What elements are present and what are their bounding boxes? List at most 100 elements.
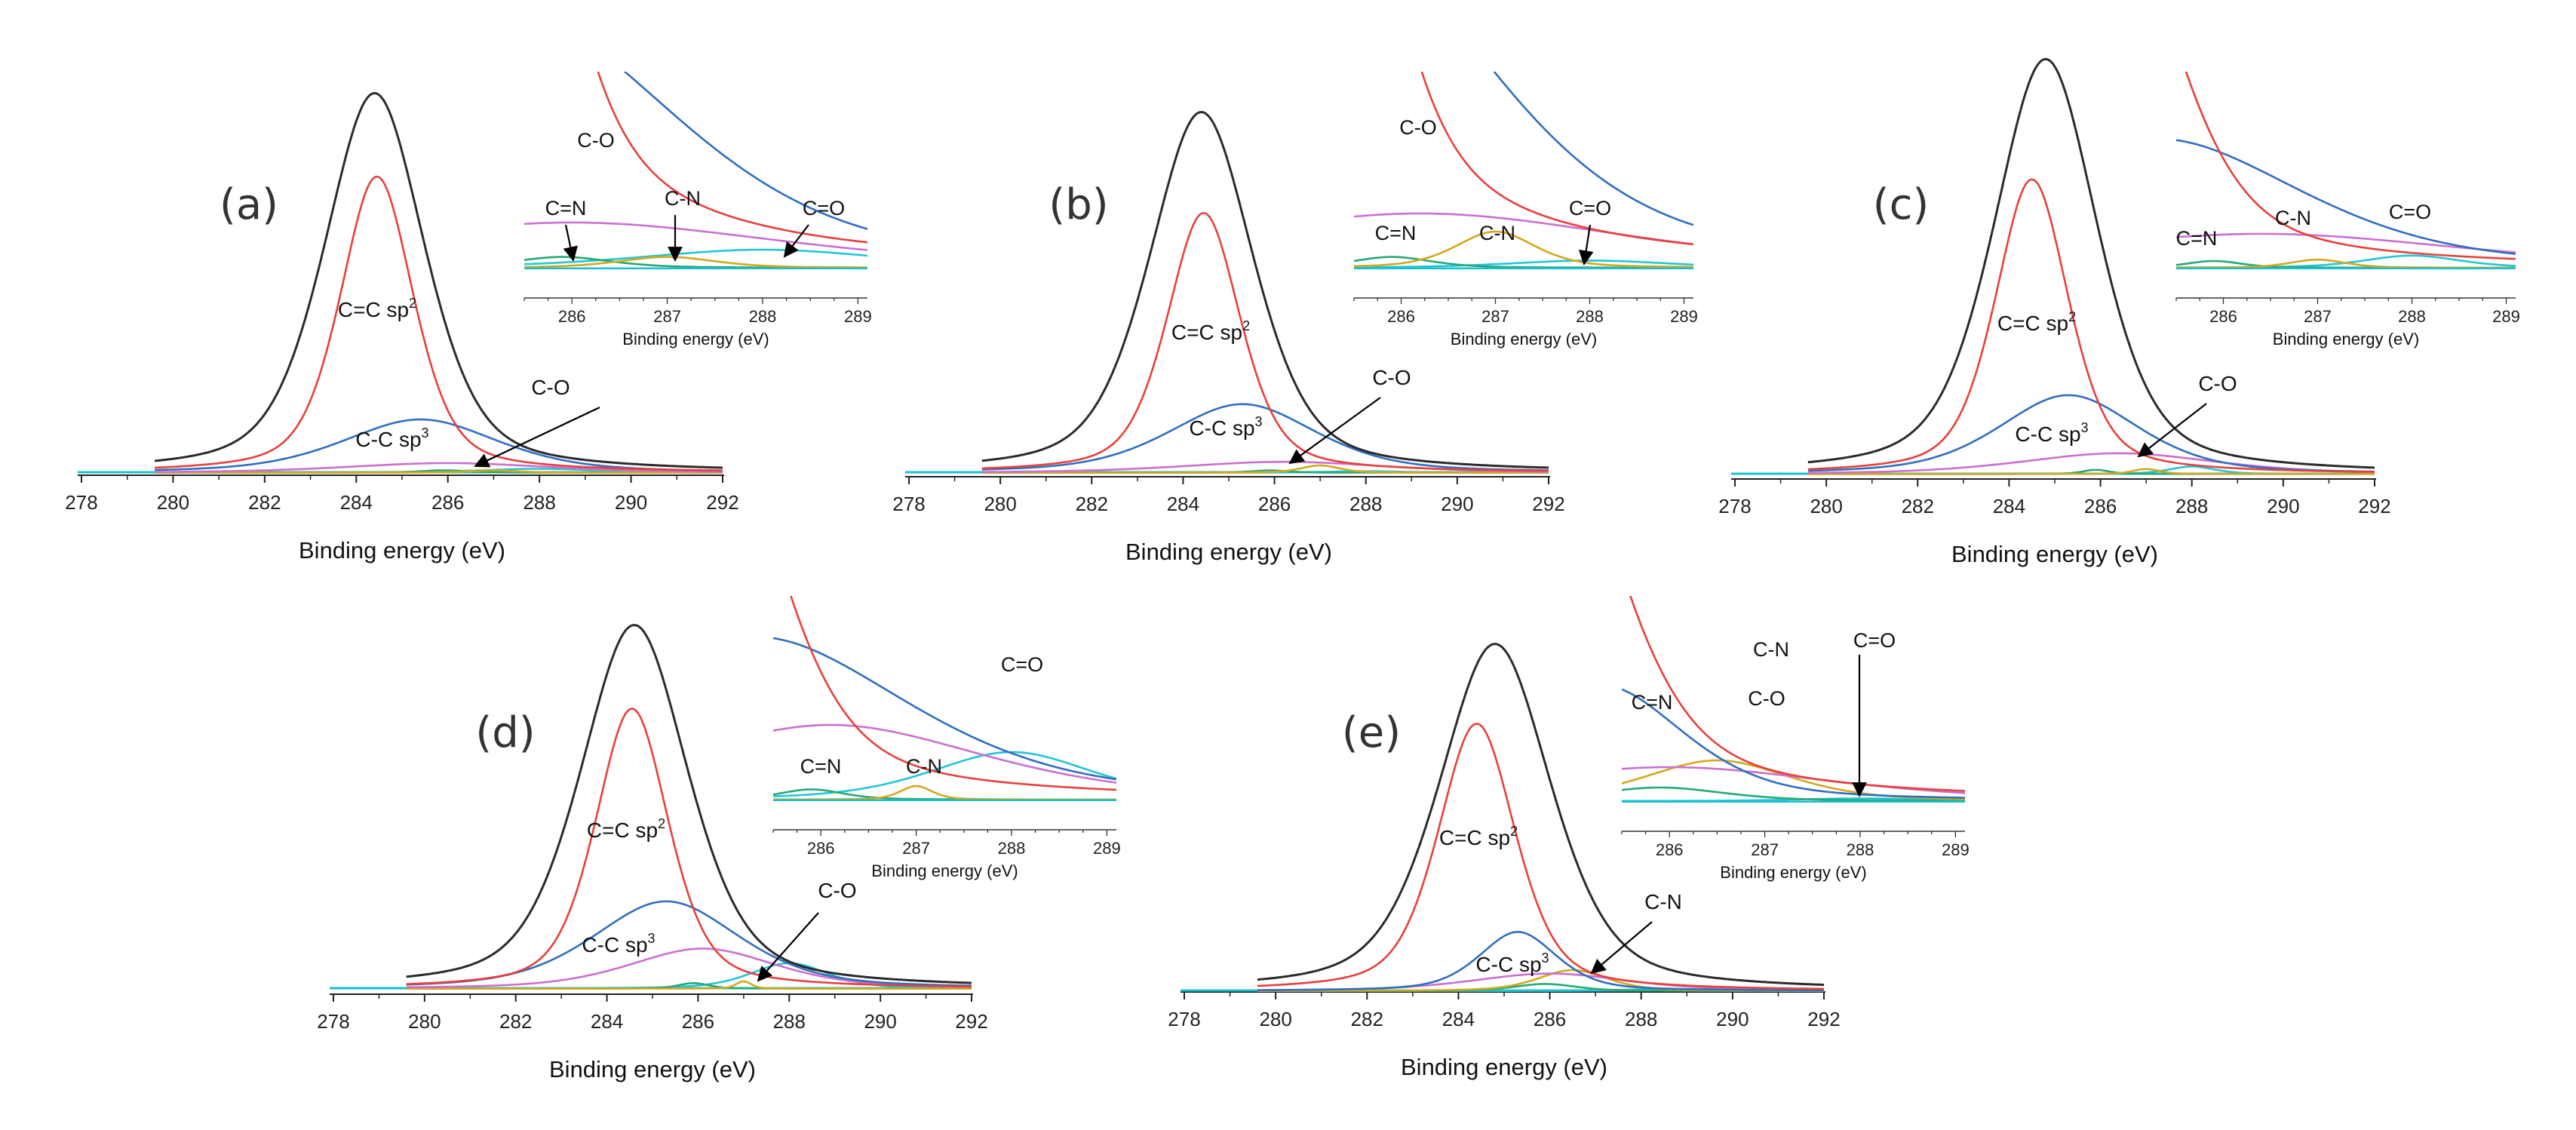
inset-tick-label: 288 bbox=[998, 839, 1026, 858]
csp3-label: C-C sp3 bbox=[1189, 414, 1262, 440]
x-tick-label: 288 bbox=[2175, 495, 2208, 517]
series-line-csp2 bbox=[1807, 178, 2375, 473]
inset-label-cdn: C=N bbox=[2176, 227, 2218, 250]
inset-tick-label: 286 bbox=[558, 307, 586, 326]
inset-tick-label: 287 bbox=[1481, 307, 1509, 326]
x-tick-label: 288 bbox=[773, 1010, 806, 1033]
inset-tick-label: 289 bbox=[844, 307, 872, 326]
inset-label-cn: C-N bbox=[2275, 207, 2311, 229]
chart-panel-a: 278 280 282 284 286 288 290 292 Binding energy (… bbox=[65, 72, 872, 563]
inset-arrow bbox=[563, 224, 578, 262]
inset-series-csp3 bbox=[2176, 139, 2516, 255]
x-tick-label: 280 bbox=[408, 1010, 441, 1033]
csp2-sup: 2 bbox=[1510, 824, 1518, 839]
x-tick-label: 286 bbox=[2084, 495, 2117, 517]
series-line-total bbox=[1807, 57, 2375, 469]
cn-callout-arrow bbox=[1590, 921, 1653, 975]
inset-tick-label: 286 bbox=[807, 839, 835, 858]
inset-label-cdo: C=O bbox=[2389, 201, 2431, 223]
co-callout-label: C-O bbox=[818, 879, 856, 902]
inset-series-co bbox=[2176, 232, 2516, 253]
csp2-label: C=C sp2 bbox=[338, 296, 416, 321]
inset-series-csp3 bbox=[1493, 72, 1693, 226]
inset-series-cdo bbox=[773, 751, 1116, 797]
csp3-label: C-C sp3 bbox=[1475, 950, 1549, 976]
x-tick-label: 290 bbox=[864, 1010, 896, 1033]
inset-b: 286 287 288 289 Binding energy (eV) C-O C=N C-N… bbox=[1353, 72, 1698, 349]
chart-panel-c: 278 280 282 284 286 288 290 292 Binding energy (… bbox=[1718, 57, 2520, 567]
inset-curves bbox=[2176, 72, 2516, 269]
csp2-label: C=C sp2 bbox=[587, 816, 665, 842]
x-tick-label: 278 bbox=[892, 493, 925, 515]
x-tick-label: 290 bbox=[615, 491, 647, 514]
inset-tick-label: 286 bbox=[1656, 840, 1684, 859]
inset-series-csp3 bbox=[1622, 688, 1965, 799]
inset-a: 286 287 288 289 Binding energy (eV) C-O C=N C-N… bbox=[523, 72, 872, 349]
csp2-label: C=C sp2 bbox=[1171, 318, 1250, 344]
x-tick-label: 280 bbox=[1810, 495, 1842, 517]
chart-panel-b: 278 280 282 284 286 288 290 292 Binding energy (… bbox=[892, 72, 1698, 565]
inset-tick-label: 289 bbox=[1670, 307, 1698, 326]
inset-arrow bbox=[1578, 224, 1594, 266]
series-line-csp2 bbox=[406, 708, 972, 988]
series-line-cn bbox=[155, 469, 723, 474]
csp3-label: C-C sp3 bbox=[2015, 420, 2088, 446]
inset-label-co: C-O bbox=[1399, 116, 1437, 139]
inset-label-cdo: C=O bbox=[1569, 197, 1611, 220]
inset-label-cdn: C=N bbox=[800, 755, 842, 778]
csp2-label: C=C sp2 bbox=[1439, 824, 1518, 849]
panel-label: (a) bbox=[220, 180, 278, 229]
x-tick-label: 292 bbox=[2358, 495, 2390, 517]
cn-callout-label: C-N bbox=[1644, 890, 1682, 914]
inset-label-cdn: C=N bbox=[545, 197, 587, 220]
x-tick-label: 284 bbox=[340, 491, 373, 514]
inset-curves bbox=[1354, 72, 1693, 269]
inset-tick-label: 289 bbox=[1942, 840, 1970, 859]
panel-label: (d) bbox=[475, 708, 535, 757]
inset-arrow bbox=[783, 224, 809, 258]
x-tick-label: 278 bbox=[1168, 1008, 1200, 1030]
csp2-sup: 2 bbox=[2068, 309, 2076, 324]
series-line-co bbox=[155, 462, 723, 473]
x-tick-label: 288 bbox=[1625, 1008, 1657, 1030]
csp3-sup: 3 bbox=[1255, 414, 1263, 429]
x-tick-label: 286 bbox=[1534, 1008, 1566, 1030]
series-line-total bbox=[406, 624, 972, 984]
panel-label: (b) bbox=[1049, 180, 1108, 229]
inset-series-csp2 bbox=[1629, 596, 1965, 792]
series-line-co bbox=[406, 947, 972, 988]
inset-series-csp2 bbox=[790, 596, 1116, 791]
inset-x-label: Binding energy (eV) bbox=[871, 861, 1018, 880]
x-tick-label: 282 bbox=[1351, 1008, 1383, 1030]
chart-panel-d: 278 280 282 284 286 288 290 292 Binding energy (… bbox=[317, 596, 1121, 1082]
inset-series-co bbox=[773, 723, 1116, 784]
inset-curves bbox=[773, 596, 1116, 801]
csp2-label: C=C sp2 bbox=[1997, 309, 2076, 335]
x-tick-label: 278 bbox=[317, 1010, 349, 1033]
x-tick-label: 282 bbox=[1902, 495, 1934, 517]
x-tick-label: 282 bbox=[1076, 493, 1108, 515]
x-axis-label: Binding energy (eV) bbox=[299, 537, 505, 563]
x-tick-label: 278 bbox=[65, 491, 97, 514]
inset-tick-label: 289 bbox=[2492, 307, 2520, 326]
series-line-csp2 bbox=[981, 212, 1549, 472]
x-tick-label: 290 bbox=[1716, 1008, 1749, 1030]
inset-x-label: Binding energy (eV) bbox=[1720, 863, 1866, 882]
inset-series-cn bbox=[1622, 759, 1965, 800]
x-tick-label: 292 bbox=[706, 491, 738, 514]
x-tick-label: 286 bbox=[1258, 493, 1291, 515]
panel-label: (c) bbox=[1873, 180, 1929, 229]
series-line-cn bbox=[1807, 468, 2375, 475]
x-tick-label: 282 bbox=[248, 491, 281, 514]
inset-x-label: Binding energy (eV) bbox=[622, 330, 769, 349]
inset-series-cdo bbox=[524, 248, 867, 266]
x-tick-label: 286 bbox=[431, 491, 464, 514]
series-line-csp3 bbox=[981, 403, 1549, 471]
inset-tick-label: 287 bbox=[653, 307, 681, 326]
inset-series-cn bbox=[524, 256, 867, 269]
inset-tick-label: 287 bbox=[2304, 307, 2332, 326]
co-callout-arrow bbox=[757, 912, 819, 982]
x-tick-label: 292 bbox=[1807, 1008, 1840, 1030]
panel-label: (e) bbox=[1342, 708, 1401, 757]
